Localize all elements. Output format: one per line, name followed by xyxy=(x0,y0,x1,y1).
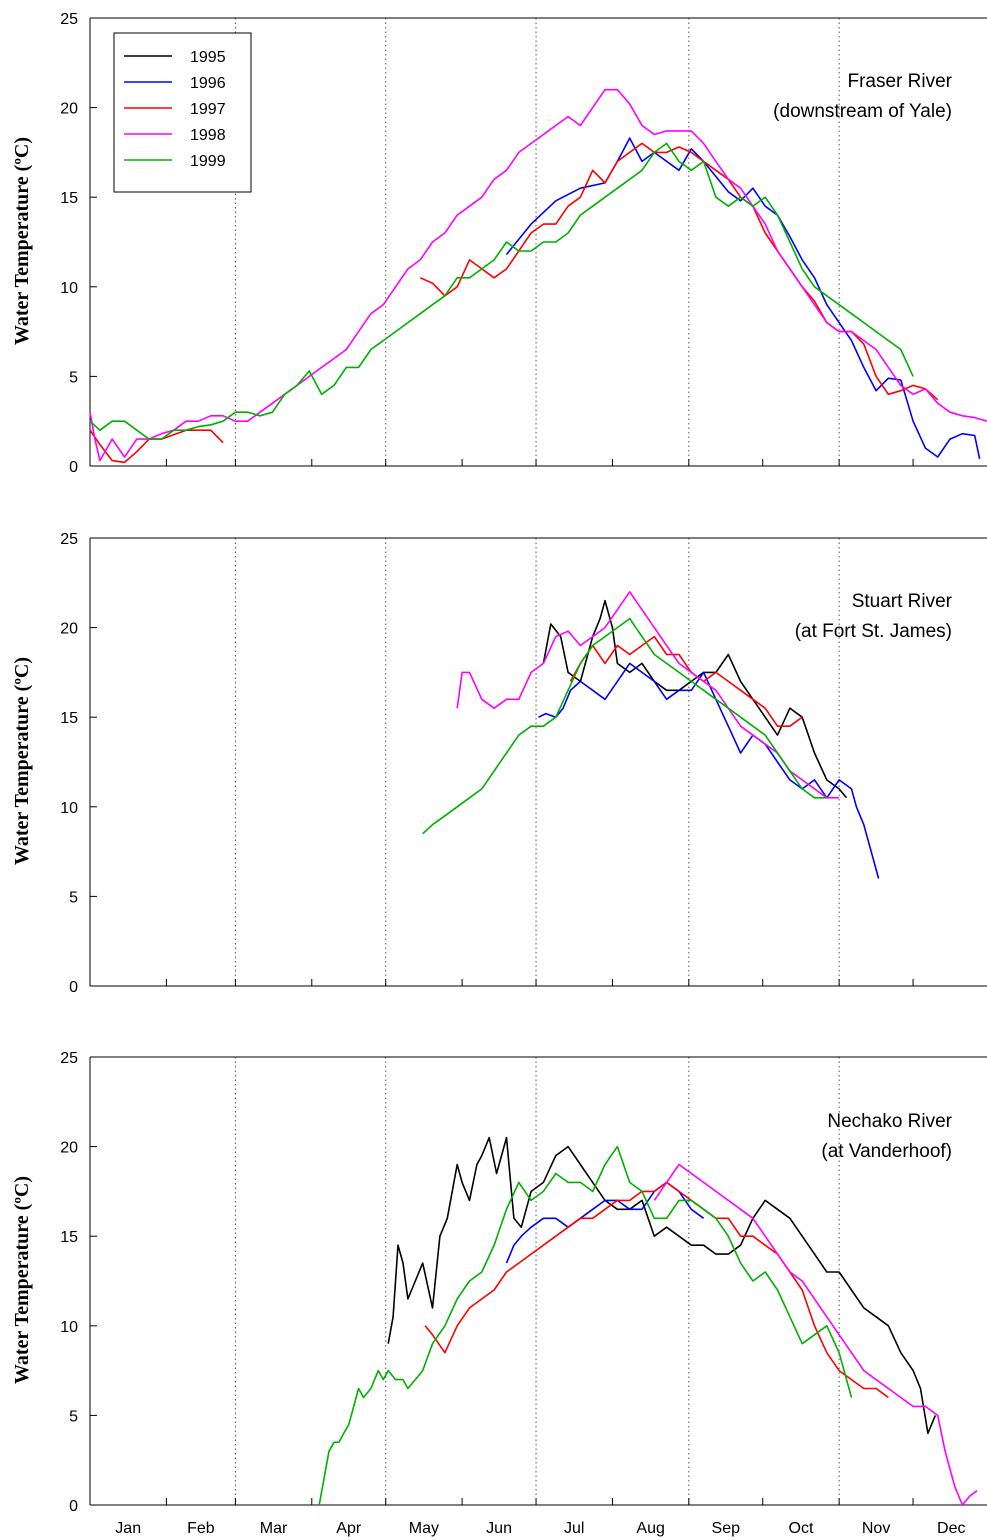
legend-label-1995: 1995 xyxy=(190,49,226,66)
legend-label-1997: 1997 xyxy=(190,101,226,118)
panel-1-series-1999-4 xyxy=(422,617,827,835)
legend-label-1998: 1998 xyxy=(190,127,226,144)
panel-1-ytick-label-0: 0 xyxy=(69,979,78,996)
panel-2-ytick-label-2: 10 xyxy=(60,1319,78,1336)
panel-2-ytick-label-3: 15 xyxy=(60,1229,78,1246)
month-label-oct: Oct xyxy=(789,1520,814,1537)
legend: 1995 1996 1997 1998 1999 xyxy=(113,32,252,193)
panel-2-series-1998-3 xyxy=(653,1163,978,1506)
panel-1-series-1998-3 xyxy=(456,590,840,799)
panel-1-ytick-label-1: 5 xyxy=(69,889,78,906)
legend-box xyxy=(113,32,252,193)
panel-0-ytick-label-3: 15 xyxy=(60,190,78,207)
month-label-mar: Mar xyxy=(260,1520,288,1537)
panel-1-series-1995-0 xyxy=(542,599,848,799)
panel-2-ytick-label-4: 20 xyxy=(60,1140,78,1157)
panel-1-ytick-label-5: 25 xyxy=(60,531,78,548)
panel-2-ytick-label-0: 0 xyxy=(69,1498,78,1515)
month-label-dec: Dec xyxy=(937,1520,965,1537)
panel-0-ytick-label-5: 25 xyxy=(60,11,78,28)
panel-0-title-line-2: (downstream of Yale) xyxy=(773,101,952,122)
panel-1-series-1997-2 xyxy=(569,635,803,728)
panel-0-series-1997-1 xyxy=(89,429,224,464)
panel-2-ylabel: Water Temperature (ºC) xyxy=(11,1176,33,1384)
panel-1-title-line-1: Stuart River xyxy=(852,591,953,612)
panel-2-title-line-2: (at Vanderhoof) xyxy=(821,1141,952,1162)
month-label-jul: Jul xyxy=(564,1520,584,1537)
month-label-jan: Jan xyxy=(115,1520,141,1537)
panel-stuart-river: Water Temperature (ºC) Stuart River (at … xyxy=(11,531,987,996)
panel-0-title-line-1: Fraser River xyxy=(847,71,952,92)
panel-2-series-1995-0 xyxy=(387,1136,937,1435)
month-label-feb: Feb xyxy=(187,1520,215,1537)
panel-1-ylabel: Water Temperature (ºC) xyxy=(11,657,33,865)
month-label-may: May xyxy=(409,1520,439,1537)
panel-1-ytick-label-2: 10 xyxy=(60,800,78,817)
panel-1-ytick-label-4: 20 xyxy=(60,621,78,638)
month-label-nov: Nov xyxy=(862,1520,890,1537)
panel-2-series-1999-4 xyxy=(318,1145,853,1506)
panel-0-ytick-label-1: 5 xyxy=(69,369,78,386)
panel-0-ytick-label-2: 10 xyxy=(60,280,78,297)
legend-label-1999: 1999 xyxy=(190,153,226,170)
panel-1-title-line-2: (at Fort St. James) xyxy=(795,621,952,642)
panel-0-ytick-label-4: 20 xyxy=(60,101,78,118)
panel-0-series-1996-0 xyxy=(505,137,981,459)
panel-1-ytick-label-3: 15 xyxy=(60,710,78,727)
panel-0-ytick-label-0: 0 xyxy=(69,459,78,476)
panel-nechako-river: Water Temperature (ºC) Nechako River (at… xyxy=(11,1050,987,1515)
panel-2-ytick-label-1: 5 xyxy=(69,1408,78,1425)
panel-2-title-line-1: Nechako River xyxy=(827,1111,952,1132)
panel-2-ytick-label-5: 25 xyxy=(60,1050,78,1067)
panel-fraser-river: Water Temperature (ºC) Fraser River (dow… xyxy=(11,11,987,476)
panel-0-ylabel: Water Temperature (ºC) xyxy=(11,137,33,345)
panel-2-series-1997-2 xyxy=(424,1181,889,1399)
month-label-sep: Sep xyxy=(712,1520,741,1537)
month-label-jun: Jun xyxy=(486,1520,512,1537)
month-label-aug: Aug xyxy=(636,1520,664,1537)
legend-label-1996: 1996 xyxy=(190,75,226,92)
month-labels: Jan Feb Mar Apr May Jun Jul Aug Sep Oct Nov Dec xyxy=(115,1520,965,1537)
panel-0-series-1999-4 xyxy=(89,142,914,440)
month-label-apr: Apr xyxy=(336,1520,362,1537)
